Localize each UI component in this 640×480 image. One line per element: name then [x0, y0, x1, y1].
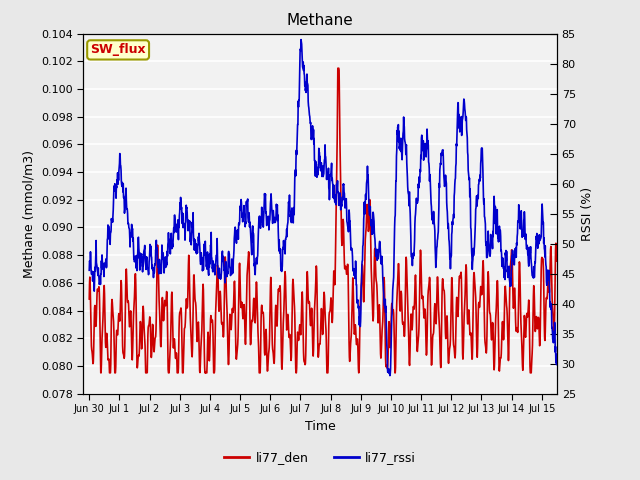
- Legend: li77_den, li77_rssi: li77_den, li77_rssi: [220, 446, 420, 469]
- Title: Methane: Methane: [287, 13, 353, 28]
- X-axis label: Time: Time: [305, 420, 335, 432]
- Y-axis label: RSSI (%): RSSI (%): [581, 187, 595, 240]
- Y-axis label: Methane (mmol/m3): Methane (mmol/m3): [22, 150, 35, 277]
- Text: SW_flux: SW_flux: [90, 43, 146, 56]
